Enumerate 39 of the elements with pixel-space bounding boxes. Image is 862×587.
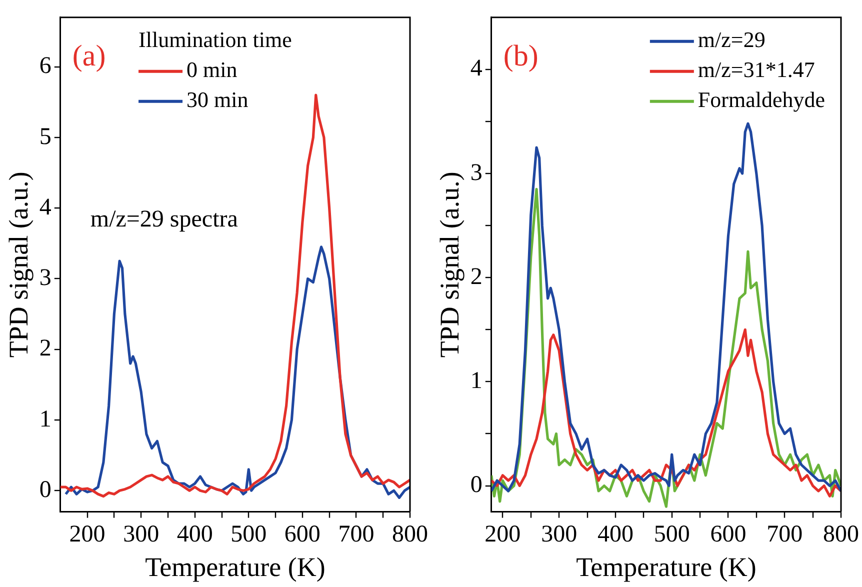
x-tick-label: 400 bbox=[176, 521, 213, 548]
y-tick-label: 0 bbox=[470, 472, 482, 498]
y-tick-label: 2 bbox=[39, 336, 52, 362]
y-tick-label: 2 bbox=[470, 264, 482, 290]
y-axis-title: TPD signal (a.u.) bbox=[434, 172, 464, 358]
x-tick-label: 700 bbox=[766, 521, 803, 548]
y-tick-label: 1 bbox=[470, 368, 482, 394]
legend-label: Formaldehyde bbox=[698, 87, 826, 112]
y-axis-title: TPD signal (a.u.) bbox=[3, 172, 34, 358]
x-tick-label: 700 bbox=[338, 521, 374, 548]
legend-label: m/z=31*1.47 bbox=[698, 57, 815, 82]
y-tick-label: 3 bbox=[39, 265, 52, 292]
legend-title: Illumination time bbox=[138, 27, 292, 52]
x-tick-label: 200 bbox=[69, 521, 106, 548]
x-tick-label: 600 bbox=[710, 521, 746, 548]
y-tick-label: 1 bbox=[39, 406, 52, 432]
x-tick-label: 200 bbox=[484, 521, 521, 548]
y-tick-label: 5 bbox=[39, 124, 52, 150]
x-tick-label: 800 bbox=[823, 521, 859, 548]
x-tick-label: 400 bbox=[597, 521, 634, 548]
annotation: (a) bbox=[72, 39, 106, 72]
legend-label: m/z=29 bbox=[698, 27, 766, 52]
y-tick-label: 0 bbox=[39, 476, 52, 503]
y-tick-label: 3 bbox=[470, 160, 482, 186]
annotation: m/z=29 spectra bbox=[90, 206, 238, 232]
legend-label: 0 min bbox=[186, 57, 238, 82]
x-tick-label: 800 bbox=[392, 521, 428, 548]
legend-label: 30 min bbox=[186, 87, 248, 112]
x-tick-label: 500 bbox=[230, 521, 267, 548]
y-tick-label: 6 bbox=[39, 53, 52, 80]
annotation: (b) bbox=[503, 39, 538, 72]
x-axis-title: Temperature (K) bbox=[145, 552, 326, 582]
x-axis-title: Temperature (K) bbox=[576, 552, 756, 582]
y-tick-label: 4 bbox=[470, 56, 482, 82]
x-tick-label: 600 bbox=[284, 521, 320, 548]
y-tick-label: 4 bbox=[39, 194, 52, 220]
x-tick-label: 300 bbox=[123, 521, 160, 548]
x-tick-label: 300 bbox=[541, 521, 578, 548]
x-tick-label: 500 bbox=[654, 521, 690, 548]
